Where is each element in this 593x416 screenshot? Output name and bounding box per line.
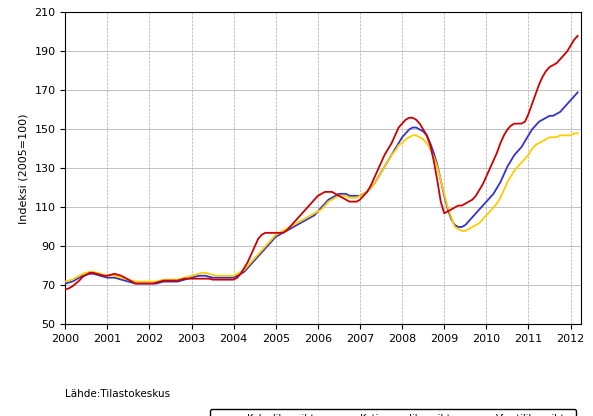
Legend: Koko likevaihto, Kotimaan likevaihto, Vientilikevaihto: Koko likevaihto, Kotimaan likevaihto, Vi… [210, 409, 576, 416]
Y-axis label: Indeksi (2005=100): Indeksi (2005=100) [19, 113, 29, 224]
Text: Lähde:Tilastokeskus: Lähde:Tilastokeskus [65, 389, 170, 399]
